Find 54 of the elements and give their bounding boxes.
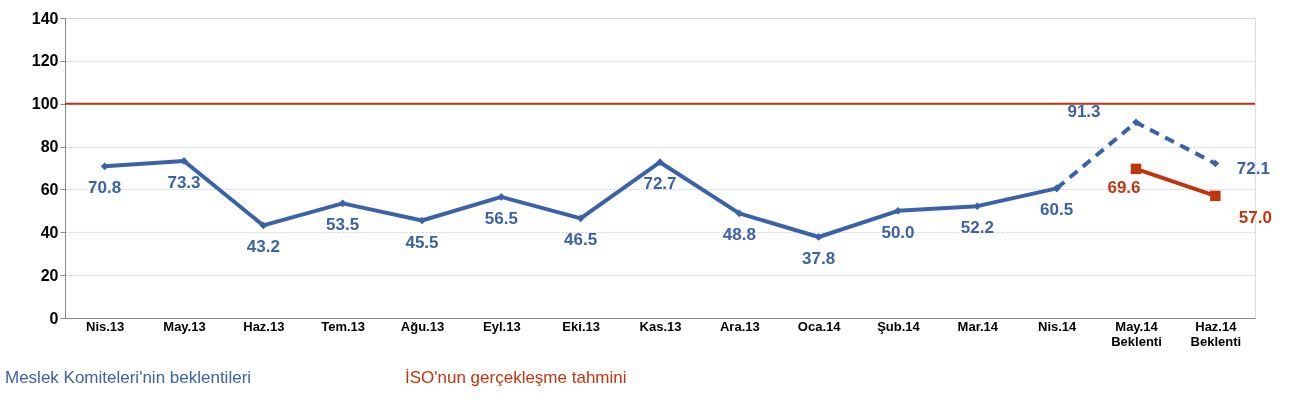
point [735, 209, 744, 218]
data-label: 57.0 [1238, 207, 1272, 227]
data-label: 52.2 [960, 218, 994, 238]
data-label: 72.7 [643, 174, 677, 194]
point [1130, 163, 1142, 175]
y-tick-label: 140 [31, 9, 59, 27]
data-label: 43.2 [246, 237, 280, 257]
data-label: 37.8 [802, 249, 836, 268]
x-tick-label: May.13 [163, 318, 206, 334]
data-label: 73.3 [167, 172, 201, 192]
point [1211, 159, 1220, 168]
data-label: 69.6 [1107, 177, 1141, 197]
x-tick-label: Şub.14 [877, 318, 921, 334]
x-tick-label: Nis.14 [1038, 318, 1078, 334]
data-label: 53.5 [326, 215, 360, 235]
y-tick-label: 40 [40, 223, 59, 241]
data-label: 50.0 [881, 222, 915, 242]
point [1132, 118, 1140, 127]
text: İSO'nun gerçekleşme tahmini [405, 368, 627, 387]
point [338, 199, 347, 208]
x-tick-label: Oca.14 [797, 318, 842, 334]
point [656, 158, 664, 167]
x-tick-label: Tem.13 [321, 318, 366, 334]
x-tick-label: May.14 Beklenti [1111, 318, 1162, 349]
data-label: 56.5 [484, 208, 518, 228]
y-tick-label: 0 [49, 309, 59, 327]
x-tick-label: Haz.14 Beklenti [1190, 318, 1242, 349]
y-tick-label: 60 [40, 180, 59, 198]
y-tick-label: 100 [31, 95, 59, 113]
x-tick-label: Nis.13 [86, 318, 125, 334]
data-label: 45.5 [405, 232, 439, 252]
data-label: 91.3 [1067, 102, 1101, 122]
data-label: 48.8 [722, 225, 756, 245]
x-tick-label: Mar.14 [957, 318, 999, 334]
x-tick-label: Eki.13 [562, 318, 600, 334]
point [576, 214, 585, 223]
x-tick-label: Haz.13 [243, 318, 285, 334]
data-label: 60.5 [1040, 200, 1074, 220]
text: Meslek Komiteleri'nin beklentileri [5, 368, 252, 387]
point [894, 206, 902, 215]
point [418, 216, 426, 225]
x-tick-label: Eyl.13 [483, 318, 521, 334]
data-label: 72.1 [1236, 158, 1270, 178]
point [973, 202, 982, 211]
y-tick-label: 120 [31, 52, 59, 70]
x-tick-label: Ağu.13 [400, 318, 445, 334]
x-tick-label: Kas.13 [639, 318, 682, 334]
data-label: 46.5 [564, 230, 598, 250]
y-tick-label: 80 [40, 138, 59, 156]
point [1210, 190, 1221, 202]
point [259, 221, 268, 230]
y-tick-label: 20 [40, 266, 59, 284]
x-tick-label: Ara.13 [719, 318, 760, 334]
data-label: 70.8 [88, 178, 122, 198]
